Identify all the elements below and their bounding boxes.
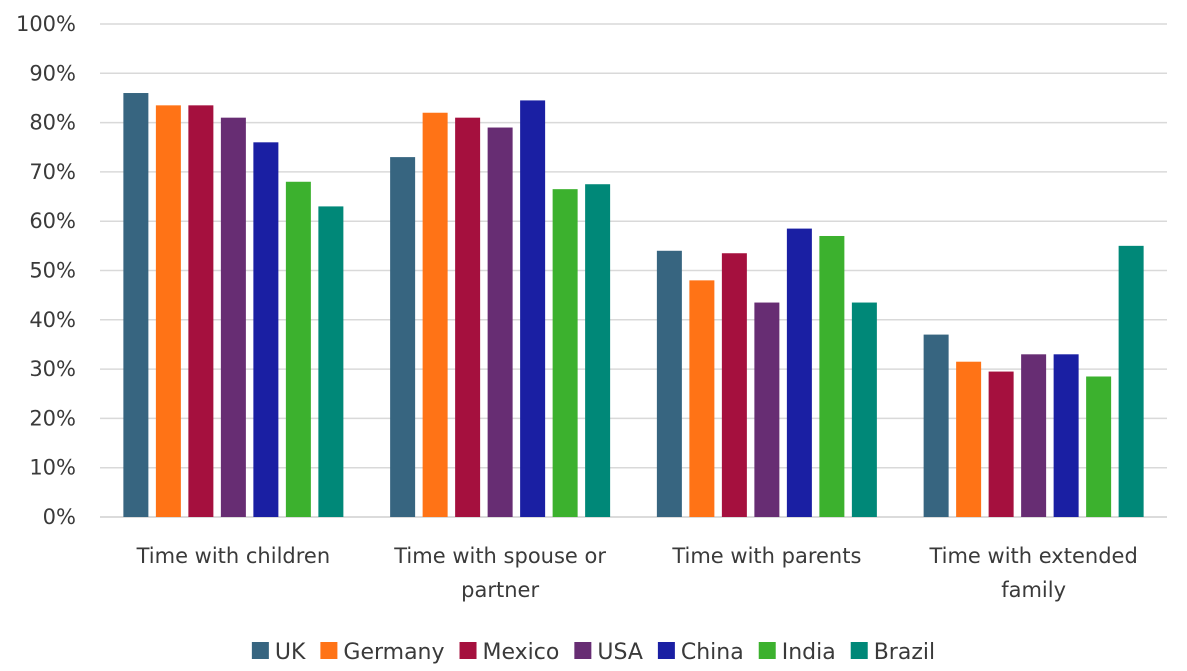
y-tick-label: 60%	[29, 209, 76, 233]
bars	[123, 93, 1144, 518]
legend-swatch	[459, 642, 477, 659]
bar	[422, 112, 448, 518]
bar	[123, 93, 149, 518]
legend-swatch	[850, 642, 868, 659]
bar	[520, 100, 546, 517]
legend-swatch	[758, 642, 776, 659]
bar	[851, 302, 877, 517]
legend-swatch	[320, 642, 338, 659]
bar	[1053, 354, 1079, 517]
y-tick-label: 0%	[43, 505, 76, 529]
x-category-label: family	[1001, 578, 1066, 602]
x-axis-category-labels: Time with children Time with spouse or par…	[136, 544, 1138, 602]
bar	[253, 142, 279, 517]
x-category-label: partner	[461, 578, 539, 602]
bar	[819, 235, 845, 518]
legend-label: UK	[275, 640, 306, 665]
bar	[487, 127, 513, 517]
legend-swatch	[574, 642, 592, 659]
y-tick-label: 40%	[29, 308, 76, 332]
y-axis-tick-labels: 0% 10% 20% 30% 40% 50% 60% 70% 80% 90% 100%	[16, 12, 76, 529]
legend-label: Mexico	[483, 640, 560, 665]
y-tick-label: 70%	[29, 160, 76, 184]
bar	[220, 117, 246, 518]
bar	[455, 117, 481, 518]
y-tick-label: 100%	[16, 12, 76, 36]
bar	[754, 302, 780, 517]
bar	[390, 157, 416, 518]
bar	[318, 206, 344, 517]
legend-label: India	[782, 640, 836, 665]
bar	[1118, 245, 1144, 517]
bar	[188, 105, 214, 517]
bar	[1086, 376, 1112, 517]
bar	[552, 189, 578, 517]
bar	[721, 253, 747, 517]
bar	[956, 361, 982, 517]
y-tick-label: 30%	[29, 357, 76, 381]
x-category-label: Time with extended	[928, 544, 1137, 568]
y-tick-label: 10%	[29, 456, 76, 480]
x-category-label: Time with parents	[671, 544, 861, 568]
y-tick-label: 80%	[29, 111, 76, 135]
bar	[1021, 354, 1047, 517]
legend-label: Germany	[343, 640, 444, 665]
bar	[285, 181, 311, 517]
bar	[689, 280, 715, 517]
legend: UK Germany Mexico USA China India Brazil	[251, 640, 935, 665]
x-category-label: Time with children	[136, 544, 331, 568]
y-tick-label: 20%	[29, 406, 76, 430]
bar	[585, 184, 611, 517]
legend-label: China	[681, 640, 744, 665]
bar	[155, 105, 181, 517]
bar	[656, 250, 682, 517]
bar	[786, 228, 812, 517]
legend-label: Brazil	[874, 640, 935, 665]
legend-swatch	[657, 642, 675, 659]
legend-swatch	[251, 642, 269, 659]
bar	[988, 371, 1014, 517]
legend-label: USA	[597, 640, 643, 665]
x-category-label: Time with spouse or	[393, 544, 606, 568]
y-tick-label: 90%	[29, 61, 76, 85]
y-tick-label: 50%	[29, 259, 76, 283]
bar	[923, 334, 949, 517]
